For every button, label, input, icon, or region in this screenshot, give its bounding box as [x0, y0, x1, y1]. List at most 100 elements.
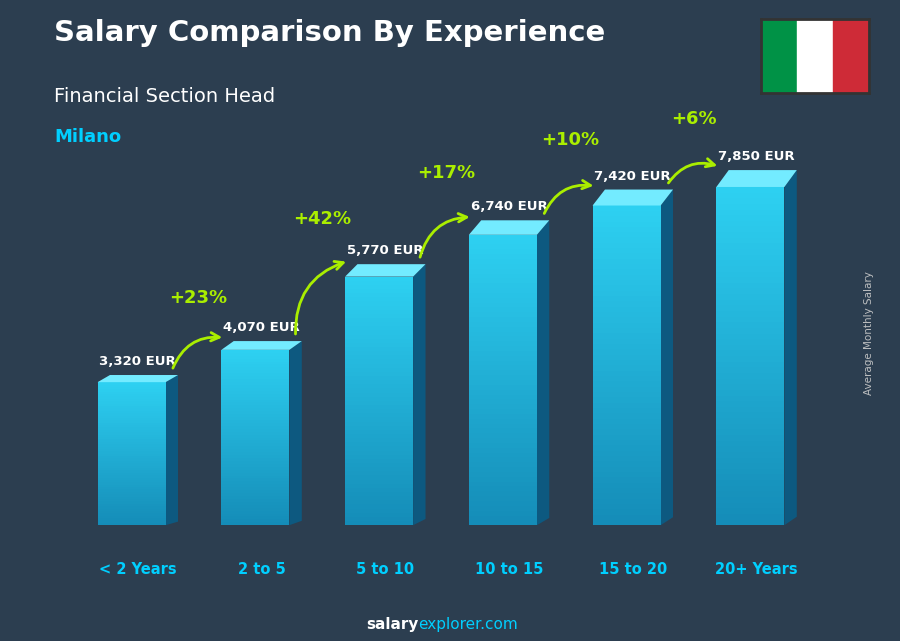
Bar [592, 280, 661, 285]
Bar [221, 517, 290, 519]
Bar [592, 291, 661, 296]
Bar [469, 458, 537, 462]
Bar [221, 399, 290, 403]
Bar [469, 331, 537, 337]
Bar [716, 407, 785, 412]
Bar [345, 376, 413, 380]
Bar [97, 482, 166, 485]
Bar [592, 269, 661, 275]
Bar [221, 449, 290, 452]
Bar [97, 489, 166, 492]
Bar [97, 413, 166, 415]
Bar [469, 472, 537, 477]
Bar [469, 283, 537, 288]
Bar [97, 428, 166, 430]
Bar [716, 339, 785, 345]
Bar [716, 333, 785, 339]
Bar [469, 380, 537, 385]
Bar [592, 515, 661, 520]
Bar [345, 306, 413, 310]
Bar [345, 285, 413, 289]
Bar [97, 485, 166, 487]
Bar [469, 481, 537, 487]
Bar [345, 380, 413, 385]
Bar [221, 513, 290, 517]
Bar [97, 444, 166, 447]
Bar [221, 373, 290, 376]
Bar [221, 382, 290, 385]
Bar [97, 406, 166, 408]
Bar [716, 379, 785, 385]
Bar [345, 484, 413, 488]
Bar [716, 356, 785, 362]
Bar [97, 418, 166, 420]
Bar [221, 467, 290, 470]
Bar [97, 451, 166, 454]
Bar [716, 474, 785, 480]
Bar [469, 428, 537, 433]
Bar [469, 254, 537, 259]
Bar [592, 243, 661, 248]
Bar [716, 452, 785, 458]
Bar [97, 508, 166, 511]
Bar [345, 459, 413, 463]
Bar [592, 253, 661, 259]
Bar [97, 422, 166, 425]
Bar [716, 429, 785, 435]
Bar [221, 376, 290, 379]
Bar [469, 259, 537, 264]
Bar [97, 504, 166, 506]
Bar [97, 492, 166, 494]
Bar [469, 264, 537, 269]
Bar [345, 401, 413, 405]
Bar [221, 446, 290, 449]
Bar [592, 349, 661, 354]
Bar [469, 419, 537, 424]
Bar [221, 429, 290, 431]
Bar [221, 496, 290, 499]
Bar [716, 514, 785, 520]
Bar [97, 392, 166, 394]
Bar [221, 431, 290, 435]
Bar [716, 480, 785, 486]
Bar [345, 330, 413, 335]
Bar [221, 379, 290, 382]
Bar [97, 465, 166, 468]
Bar [592, 211, 661, 216]
Bar [469, 288, 537, 293]
Bar [97, 435, 166, 437]
Bar [716, 395, 785, 401]
Bar [345, 517, 413, 521]
Bar [345, 463, 413, 467]
Bar [592, 483, 661, 488]
Polygon shape [221, 341, 302, 350]
Bar [97, 404, 166, 406]
Bar [97, 497, 166, 499]
Bar [97, 523, 166, 525]
Bar [469, 375, 537, 380]
Bar [221, 502, 290, 504]
Bar [469, 240, 537, 244]
Bar [469, 462, 537, 467]
Bar [97, 478, 166, 480]
Text: Financial Section Head: Financial Section Head [54, 87, 275, 106]
Bar [592, 520, 661, 525]
Bar [221, 440, 290, 444]
Bar [345, 310, 413, 314]
Bar [221, 481, 290, 485]
Bar [97, 487, 166, 490]
Bar [345, 314, 413, 318]
Text: +6%: +6% [670, 110, 716, 128]
Bar [345, 442, 413, 447]
Bar [716, 508, 785, 514]
Bar [97, 387, 166, 389]
Bar [716, 198, 785, 204]
Bar [716, 277, 785, 283]
Text: +17%: +17% [417, 164, 475, 183]
Bar [345, 318, 413, 322]
Bar [716, 435, 785, 440]
Bar [469, 308, 537, 312]
Bar [716, 446, 785, 452]
Bar [716, 210, 785, 215]
Text: +42%: +42% [293, 210, 351, 228]
